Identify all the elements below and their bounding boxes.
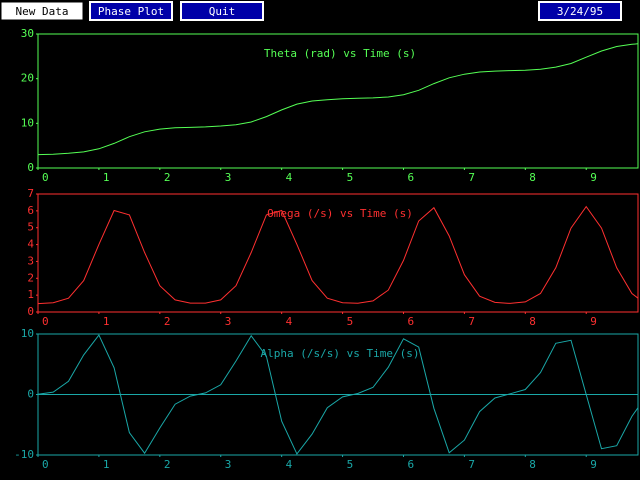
y-tick-label: 3 <box>27 254 34 267</box>
x-tick-label: 9 <box>590 171 597 184</box>
x-tick-label: 7 <box>468 315 475 328</box>
chart-title: Theta (rad) vs Time (s) <box>264 47 416 60</box>
x-tick-label: 3 <box>225 171 232 184</box>
x-tick-label: 0 <box>42 171 49 184</box>
data-line <box>37 43 639 156</box>
y-tick-label: 10 <box>21 116 34 129</box>
button-quit[interactable]: Quit <box>180 1 264 21</box>
chart-title: Omega (/s) vs Time (s) <box>267 207 413 220</box>
x-tick-label: 5 <box>347 458 354 471</box>
x-tick-label: 1 <box>103 171 110 184</box>
x-tick-label: 6 <box>407 458 414 471</box>
x-tick-label: 8 <box>529 171 536 184</box>
x-tick-label: 3 <box>225 458 232 471</box>
button-face[interactable] <box>180 1 264 21</box>
y-tick-label: 7 <box>27 187 34 200</box>
y-tick-label: 0 <box>27 305 34 318</box>
x-tick-label: 0 <box>42 458 49 471</box>
y-tick-label: 30 <box>21 27 34 40</box>
y-tick-label: 6 <box>27 204 34 217</box>
x-tick-label: 5 <box>347 315 354 328</box>
button-label[interactable]: Phase Plot <box>98 5 164 18</box>
x-tick-label: 9 <box>590 315 597 328</box>
y-tick-label: 5 <box>27 221 34 234</box>
plot-frame <box>37 193 639 313</box>
date-box <box>538 1 622 21</box>
x-tick-label: 6 <box>407 315 414 328</box>
button-face[interactable] <box>89 1 173 21</box>
x-tick-label: 6 <box>407 171 414 184</box>
x-tick-label: 4 <box>286 458 293 471</box>
y-tick-label: 0 <box>27 161 34 174</box>
x-tick-label: 9 <box>590 458 597 471</box>
y-tick-label: 0 <box>27 388 34 401</box>
x-tick-label: 3 <box>225 315 232 328</box>
x-tick-label: 7 <box>468 171 475 184</box>
x-tick-label: 2 <box>164 458 171 471</box>
x-tick-label: 1 <box>103 315 110 328</box>
chart-title: Alpha (/s/s) vs Time (s) <box>261 347 420 360</box>
x-tick-label: 4 <box>286 171 293 184</box>
x-tick-label: 8 <box>529 458 536 471</box>
x-tick-label: 7 <box>468 458 475 471</box>
y-tick-label: 10 <box>21 327 34 340</box>
plot-frame <box>37 33 639 169</box>
x-tick-label: 2 <box>164 315 171 328</box>
data-line <box>37 205 639 305</box>
y-tick-label: 1 <box>27 288 34 301</box>
data-line <box>37 334 639 455</box>
y-tick-label: 4 <box>27 238 34 251</box>
x-tick-label: 8 <box>529 315 536 328</box>
x-tick-label: 4 <box>286 315 293 328</box>
date: 3/24/95 <box>557 5 603 18</box>
button-label[interactable]: Quit <box>209 5 236 18</box>
y-tick-label: -10 <box>14 448 34 461</box>
y-tick-label: 20 <box>21 72 34 85</box>
button-face[interactable] <box>0 1 84 21</box>
x-tick-label: 2 <box>164 171 171 184</box>
x-tick-label: 5 <box>347 171 354 184</box>
x-tick-label: 0 <box>42 315 49 328</box>
button-label[interactable]: New Data <box>16 5 69 18</box>
x-tick-label: 1 <box>103 458 110 471</box>
y-tick-label: 2 <box>27 271 34 284</box>
button-phase-plot[interactable]: Phase Plot <box>89 1 173 21</box>
button-new-data[interactable]: New Data <box>0 1 84 21</box>
